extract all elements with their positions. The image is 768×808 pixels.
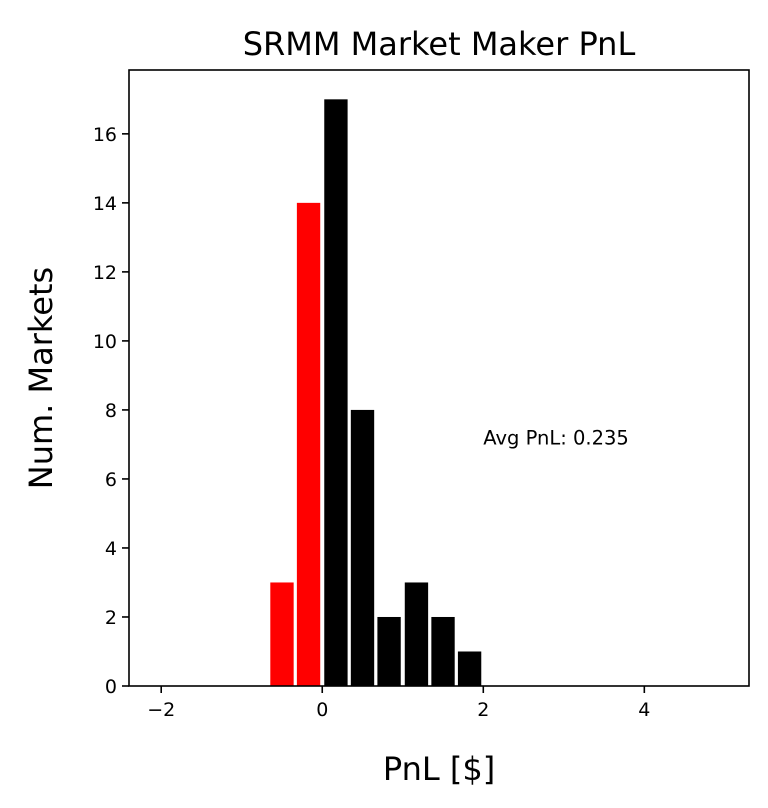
- x-tick-label: −2: [147, 699, 175, 721]
- y-tick-label: 2: [105, 607, 117, 629]
- avg-pnl-annotation: Avg PnL: 0.235: [483, 426, 629, 449]
- histogram-bar-0: [270, 582, 294, 686]
- x-tick-label: 4: [638, 699, 650, 721]
- x-axis-label: PnL [$]: [383, 750, 495, 788]
- y-tick-label: 10: [93, 331, 117, 353]
- histogram-bar-2: [324, 99, 348, 686]
- histogram-bar-3: [350, 409, 375, 686]
- y-tick-label: 12: [93, 262, 117, 284]
- y-axis-label: Num. Markets: [22, 267, 60, 489]
- y-tick-label: 6: [105, 469, 117, 491]
- histogram-bar-1: [296, 202, 321, 687]
- x-axis-ticks: −2 0 2 4: [147, 686, 650, 721]
- x-tick-label: 2: [477, 699, 489, 721]
- x-tick-label: 0: [316, 699, 328, 721]
- y-tick-label: 16: [93, 124, 117, 146]
- histogram-bar-6: [431, 616, 455, 686]
- histogram-bar-4: [377, 616, 401, 686]
- y-tick-label: 14: [93, 193, 117, 215]
- histogram-bar-7: [457, 651, 482, 686]
- histogram-bars: [270, 99, 482, 687]
- plot-area-frame: [128, 69, 750, 687]
- y-tick-label: 8: [105, 400, 117, 422]
- y-tick-label: 4: [105, 538, 117, 560]
- histogram-bar-5: [404, 582, 429, 686]
- y-axis-ticks: 0 2 4 6 8 10 12 14 16: [93, 124, 129, 698]
- chart-title: SRMM Market Maker PnL: [243, 25, 636, 63]
- y-tick-label: 0: [105, 676, 117, 698]
